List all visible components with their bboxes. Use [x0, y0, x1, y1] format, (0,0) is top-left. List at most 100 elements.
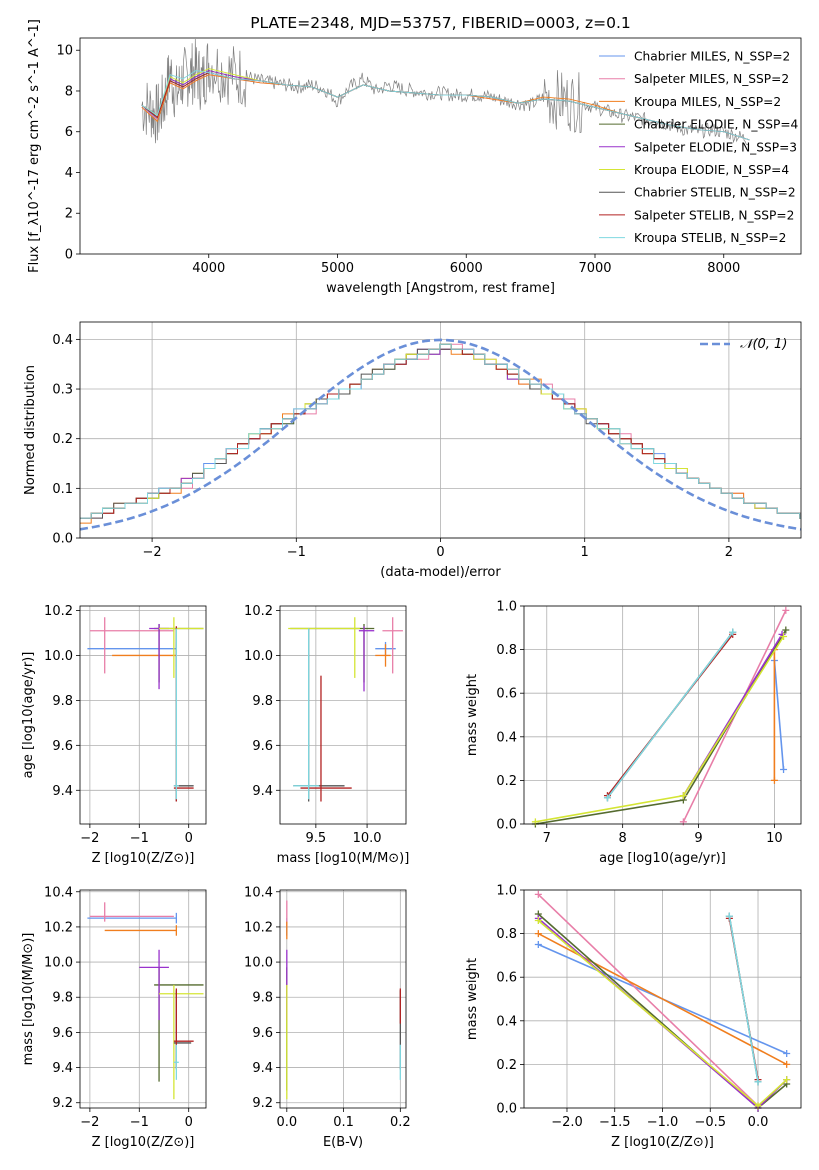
x-tick-label: −1: [130, 1115, 149, 1130]
x-tick-label: 10.0: [353, 831, 382, 846]
data-point-marker: [534, 941, 542, 948]
data-point-marker: [782, 606, 790, 614]
plot-frame: [523, 889, 802, 1109]
x-tick-label: 0: [436, 545, 444, 560]
y-tick-label: 10.0: [44, 649, 73, 664]
data-point-marker: [783, 1050, 791, 1057]
data-point-marker: [782, 626, 790, 634]
observed-spectrum: [141, 38, 749, 146]
y-tick-label: 10.4: [44, 885, 73, 900]
x-axis-label: wavelength [Angstrom, rest frame]: [326, 281, 555, 296]
y-tick-label: 10.0: [244, 956, 273, 971]
data-point-marker: [534, 890, 542, 898]
data-point-marker: [603, 794, 611, 802]
legend-label: 𝒩(0, 1): [740, 337, 787, 352]
x-tick-label: 0: [185, 1115, 193, 1130]
y-axis-label: mass weight: [465, 674, 480, 756]
x-axis-label: Z [log10(Z/Z⊙)]: [611, 1135, 714, 1150]
y-tick-label: 0.6: [496, 687, 517, 702]
y-tick-label: 9.8: [252, 694, 273, 709]
y-tick-label: 0.0: [496, 1102, 517, 1117]
histogram-step: [80, 348, 801, 519]
y-tick-label: 0.8: [496, 927, 517, 942]
plot-frame: [79, 889, 207, 1109]
y-axis-label: Normed distribution: [23, 365, 38, 495]
data-point-marker: [770, 776, 778, 784]
legend-label: Salpeter MILES, N_SSP=2: [634, 72, 789, 86]
y-tick-label: 10.2: [244, 920, 273, 935]
legend-label: Salpeter STELIB, N_SSP=2: [634, 208, 794, 222]
y-tick-label: 4: [65, 166, 73, 181]
x-tick-label: 0.0: [748, 1115, 769, 1130]
x-tick-label: 2: [725, 545, 733, 560]
y-tick-label: 0.1: [52, 482, 73, 497]
y-tick-label: 9.4: [52, 1061, 73, 1076]
weight-line: [537, 913, 788, 1108]
data-point-marker: [679, 792, 687, 800]
data-point-marker: [783, 1060, 791, 1068]
y-tick-label: 0.4: [496, 1014, 517, 1029]
panel-massweight-vs-age: 7 8 9 10 0.0 0.2 0.4 0.6 0.8 1.0 age [log10(age/yr…: [465, 600, 802, 866]
x-tick-label: −1.0: [647, 1115, 679, 1130]
data-point-marker: [534, 930, 542, 938]
y-tick-label: 9.4: [252, 1061, 273, 1076]
data-point-marker: [725, 912, 733, 920]
x-tick-label: 5000: [321, 261, 354, 276]
x-tick-label: 6000: [450, 261, 483, 276]
y-tick-label: 0.3: [52, 383, 73, 398]
x-tick-label: 0.2: [390, 1115, 411, 1130]
panel-age-vs-mass: 9.5 10.0 9.4 9.6 9.8 10.0 10.2 mass [log10(M/M⊙…: [244, 604, 409, 866]
panel-age-vs-Z: −2 −1 0 9.4 9.6 9.8 10.0 10.2 Z [log10(Z/Z⊙)] age…: [21, 604, 207, 866]
x-tick-label: 9: [694, 831, 702, 846]
y-axis-label: age [log10(age/yr)]: [21, 652, 36, 779]
histogram-step: [80, 343, 801, 519]
data-point-marker: [780, 766, 788, 773]
gaussian-curve: [80, 338, 801, 531]
y-tick-label: 1.0: [496, 600, 517, 615]
x-tick-label: 8000: [707, 261, 740, 276]
legend-label: Chabrier ELODIE, N_SSP=4: [634, 118, 799, 132]
y-tick-label: 9.8: [52, 991, 73, 1006]
x-axis-label: mass [log10(M/M⊙)]: [277, 851, 410, 866]
y-tick-label: 0.2: [52, 432, 73, 447]
y-tick-label: 0.4: [496, 730, 517, 745]
x-tick-label: 7: [543, 831, 551, 846]
panel-spectrum: 4000 5000 6000 7000 8000 0 2 4 6 8 10 wavelength [A…: [27, 14, 802, 296]
histogram-step: [80, 343, 801, 519]
y-tick-label: 2: [65, 207, 73, 222]
x-tick-label: −1.5: [599, 1115, 631, 1130]
y-tick-label: 9.8: [52, 694, 73, 709]
panel-massweight-vs-Z: −2.0 −1.5 −1.0 −0.5 0.0 0.0 0.2 0.4 0.6 0.8 1.0 Z […: [465, 884, 802, 1150]
plot-frame: [79, 37, 802, 255]
panel-residuals: −2 −1 0 1 2 0.0 0.1 0.2 0.3 0.4 (data-model)/error…: [23, 321, 802, 580]
y-tick-label: 10.2: [244, 604, 273, 619]
legend-label: Chabrier MILES, N_SSP=2: [634, 50, 790, 64]
x-tick-label: −0.5: [694, 1115, 726, 1130]
y-tick-label: 10: [56, 44, 73, 59]
y-tick-label: 10.2: [44, 604, 73, 619]
y-tick-label: 10.2: [44, 920, 73, 935]
weight-line: [537, 893, 759, 1107]
x-tick-label: −2: [80, 831, 99, 846]
x-tick-label: −2: [143, 545, 162, 560]
weight-line: [728, 916, 759, 1082]
data-point-marker: [780, 633, 788, 641]
x-tick-label: 9.5: [306, 831, 327, 846]
y-tick-label: 9.6: [252, 1026, 273, 1041]
y-tick-label: 9.4: [252, 784, 273, 799]
x-tick-label: −2: [80, 1115, 99, 1130]
x-tick-label: 0.0: [276, 1115, 297, 1130]
y-tick-label: 9.6: [52, 1026, 73, 1041]
panel-mass-vs-Z: −2 −1 0 9.2 9.4 9.6 9.8 10.0 10.2 10.4 Z [log10(Z/…: [21, 885, 207, 1150]
panel-mass-vs-ebv: 0.0 0.1 0.2 9.2 9.4 9.6 9.8 10.0 10.2 10.4 E(B-V): [244, 885, 411, 1150]
y-tick-label: 0.2: [496, 1058, 517, 1073]
y-tick-label: 9.6: [252, 739, 273, 754]
weight-line: [606, 631, 734, 799]
y-tick-label: 9.4: [52, 784, 73, 799]
data-point-marker: [534, 917, 542, 925]
model-line: [141, 70, 750, 141]
legend-label: Salpeter ELODIE, N_SSP=3: [634, 140, 797, 154]
y-tick-label: 10.0: [44, 956, 73, 971]
x-tick-label: 4000: [192, 261, 225, 276]
